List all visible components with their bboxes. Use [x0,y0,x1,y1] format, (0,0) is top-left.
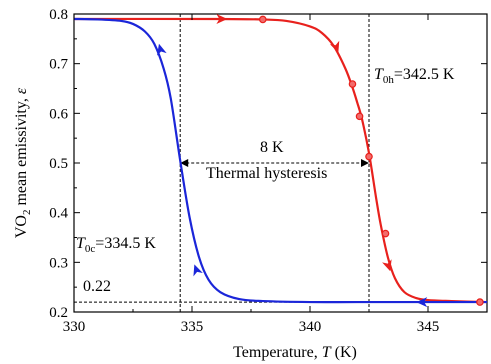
y-tick-label: 0.7 [49,57,68,73]
cooling-arrow-bottom-head [416,297,428,308]
x-tick-label: 330 [63,319,86,335]
hysteresis-arrow-left [180,159,189,167]
cooling-arrow-top-head [156,43,167,56]
heating-arrow-low-head [382,259,392,272]
t0c-var: T [76,235,86,252]
heating-arrow-low [382,259,392,272]
y-axis-label-var: ε [13,87,30,94]
data-point-marker [258,15,267,24]
t0c-sub: 0c [85,243,96,255]
x-axis-label: Temperature, T (K) [233,344,357,361]
gap-label: 8 K [260,139,284,156]
t0h-value: =342.5 K [394,66,455,83]
heating-curve [73,17,488,304]
t0h-var: T [374,66,384,83]
direction-arrows [156,13,428,308]
data-point-marker [365,152,373,161]
heating-arrow-mid-head [329,40,340,53]
axis-ticks: 330 335 340 345 0.2 0.3 0.4 0.5 0.6 0.7 0.8 [49,7,487,335]
cooling-arrow-mid-head [193,264,203,277]
baseline-label: 0.22 [83,278,111,295]
y-tick-label: 0.8 [49,7,68,23]
t0c-value: =334.5 K [95,235,156,252]
series-layer [73,17,488,304]
y-axis-label-rest: mean emissivity, [13,94,30,209]
y-tick-label: 0.2 [49,305,68,321]
data-point-marker [348,80,357,88]
hysteresis-arrow-right [361,159,369,167]
cooling-arrow-bottom [416,297,428,308]
cooling-arrow-top [156,43,167,56]
data-point-marker [355,112,364,121]
guide-lines [74,14,487,312]
plot-area [73,13,488,313]
data-point-marker [381,229,390,238]
heating-arrow-top-head [216,13,228,24]
y-axis-label-sub: 2 [21,210,33,216]
t0h-annotation: T0h=342.5 K [374,66,455,86]
y-tick-label: 0.6 [49,106,68,122]
x-tick-label: 335 [181,319,204,335]
x-axis-label-unit: (K) [331,344,357,361]
hysteresis-label: Thermal hysteresis [206,165,327,182]
y-tick-label: 0.4 [49,206,68,222]
t0c-annotation: T0c=334.5 K [76,235,156,255]
cooling-curve [73,17,487,304]
data-point-marker [476,298,484,306]
plot-frame [73,13,488,313]
y-tick-label: 0.5 [49,156,68,172]
x-axis-label-text: Temperature, [233,344,322,361]
x-axis-label-var: T [322,344,332,361]
x-tick-label: 340 [299,319,322,335]
heating-arrow-top [216,13,228,24]
cooling-arrow-mid [193,264,203,277]
y-tick-label: 0.3 [49,255,68,271]
y-axis-label-vo: VO [13,215,30,238]
heating-arrow-mid [329,40,340,53]
t0h-sub: 0h [383,74,395,86]
markers-layer [258,15,484,306]
y-axis-label: VO2 mean emissivity, ε [13,87,33,238]
x-tick-label: 345 [417,319,440,335]
